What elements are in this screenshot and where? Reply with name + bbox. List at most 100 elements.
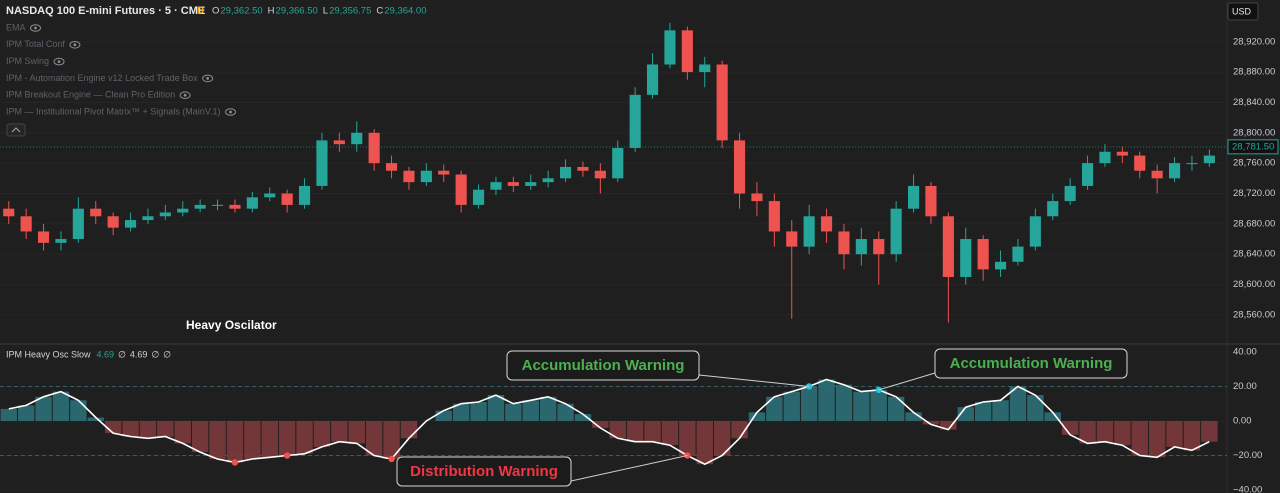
- candle-body: [855, 239, 867, 255]
- osc-status: ∅: [151, 349, 159, 359]
- visibility-icon[interactable]: [69, 41, 81, 49]
- ohlc-label: C: [376, 6, 383, 17]
- histogram-bar: [244, 420, 261, 459]
- candle-body: [1151, 170, 1163, 179]
- ohlc-value: 29,362.50: [220, 6, 262, 17]
- histogram-bar: [470, 401, 487, 421]
- candle-body: [838, 231, 850, 255]
- indicator-name: IPM - Automation Engine v12 Locked Trade…: [6, 73, 198, 83]
- candle-body: [542, 178, 554, 183]
- visibility-icon[interactable]: [225, 108, 236, 116]
- candle-body: [907, 185, 920, 209]
- candle-body: [177, 208, 189, 213]
- candle-body: [733, 140, 746, 194]
- osc-status: 4.69: [130, 349, 148, 359]
- histogram-bar: [348, 420, 365, 444]
- candle-body: [664, 30, 676, 65]
- candle-body: [507, 182, 519, 186]
- indicator-name: IPM Swing: [6, 56, 49, 66]
- candle-body: [1116, 151, 1128, 156]
- candle-body: [646, 64, 659, 95]
- collapse-caret[interactable]: [11, 127, 21, 133]
- histogram-bar: [644, 420, 661, 442]
- callout-text: Accumulation Warning: [950, 355, 1113, 372]
- histogram-bar: [1201, 420, 1218, 442]
- visibility-icon-pupil: [73, 43, 77, 47]
- candle-body: [925, 185, 937, 217]
- candle-body: [977, 239, 989, 270]
- callout-box: [396, 456, 572, 487]
- histogram-bar: [226, 420, 244, 463]
- histogram-bar: [783, 391, 800, 421]
- histogram-bar: [383, 420, 400, 459]
- warning-marker: [388, 455, 395, 463]
- candle-body: [1134, 155, 1146, 171]
- callout-arrow: [878, 372, 936, 391]
- axes: 28,560.00 28,600.00 28,640.00 28,680.00 28,7…: [1227, 36, 1279, 493]
- histogram-bar: [17, 405, 35, 421]
- visibility-icon[interactable]: [202, 74, 214, 83]
- candle-body: [960, 239, 972, 277]
- y-tick-label: 28,720.00: [1233, 188, 1275, 199]
- histogram-bar: [174, 420, 191, 444]
- visibility-icon[interactable]: [53, 57, 65, 66]
- histogram-bar: [974, 401, 992, 421]
- histogram-bar: [1009, 386, 1027, 421]
- y-tick-label: 28,800.00: [1233, 127, 1275, 138]
- histogram-bar: [0, 408, 17, 421]
- candle-body: [768, 201, 780, 232]
- candle-body: [1099, 151, 1111, 164]
- visibility-icon-pupil: [183, 93, 187, 97]
- osc-status: ∅: [163, 349, 171, 359]
- ohlc-value: 29,356.75: [329, 6, 371, 17]
- indicator-name: IPM — Institutional Pivot Matrix™ + Sign…: [6, 106, 221, 116]
- visibility-icon-pupil: [57, 60, 61, 63]
- histogram-bar: [835, 384, 853, 421]
- histogram-bar: [818, 379, 835, 421]
- candle-body: [159, 212, 171, 217]
- histogram-bar: [609, 420, 626, 439]
- histogram-bar: [1148, 420, 1166, 458]
- visibility-icon-pupil: [34, 26, 37, 30]
- y-tick-label: 28,680.00: [1233, 218, 1275, 229]
- histogram-bar: [1079, 420, 1096, 444]
- visibility-icon[interactable]: [179, 91, 191, 99]
- collapse-button[interactable]: [6, 123, 26, 137]
- histogram-bar: [278, 420, 296, 456]
- histogram-bar: [522, 400, 539, 421]
- y-tick-label: 28,640.00: [1233, 249, 1275, 260]
- candle-body: [72, 208, 84, 240]
- candle-body: [351, 132, 363, 145]
- candle-body: [1012, 246, 1024, 262]
- y-tick-label: 20.00: [1233, 381, 1257, 392]
- candle-body: [333, 140, 345, 145]
- badge: D: [197, 6, 204, 17]
- y-tick-label: 28,880.00: [1233, 67, 1275, 78]
- histogram-bar: [296, 420, 313, 454]
- histogram-bar: [70, 400, 87, 421]
- histogram-bar: [696, 420, 713, 465]
- candle-body: [1081, 163, 1094, 186]
- currency-button[interactable]: [1227, 2, 1259, 21]
- candle-body: [438, 170, 450, 175]
- candle-body: [681, 30, 693, 73]
- candle-body: [716, 64, 728, 141]
- histogram-bar: [661, 420, 679, 446]
- candle-body: [20, 216, 32, 232]
- indicator-name: IPM Breakout Engine — Clean Pro Edition: [6, 90, 175, 100]
- currency[interactable]: USD: [1232, 6, 1252, 16]
- callout-text: Accumulation Warning: [522, 357, 685, 374]
- histogram-bar: [487, 395, 505, 421]
- pane-annotation: Heavy Oscilator: [186, 318, 277, 332]
- candle-body: [3, 208, 15, 217]
- histogram-bar: [766, 396, 783, 421]
- visibility-icon[interactable]: [30, 24, 42, 32]
- ohlc-value: 29,366.50: [276, 6, 318, 17]
- symbol-title: NASDAQ 100 E-mini Futures · 5 · CME: [6, 5, 205, 17]
- candle-body: [298, 185, 311, 205]
- candle-body: [385, 163, 398, 171]
- histogram-bar: [679, 420, 696, 456]
- callout-box: [506, 350, 700, 381]
- candles: [0, 22, 1227, 323]
